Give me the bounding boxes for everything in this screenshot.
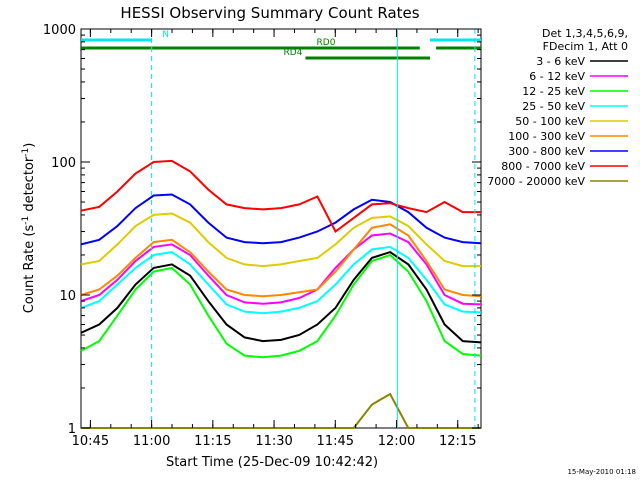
- x-tick-label-4: 11:30: [255, 434, 292, 449]
- x-axis-label: Start Time (25-Dec-09 10:42:42): [166, 455, 378, 470]
- legend-label-4: 25 - 50 keV: [522, 100, 585, 113]
- legend-label-3: 12 - 25 keV: [522, 85, 585, 98]
- y-tick-label-1: 1: [68, 422, 76, 437]
- series-layer: [80, 159, 482, 429]
- series-line-4: [80, 245, 482, 315]
- flag-label-n: N: [162, 30, 169, 40]
- legend-header-2: FDecim 1, Att 0: [543, 40, 628, 53]
- flags-layer: N RD0 RD4: [81, 29, 481, 428]
- y-axis-label: Count Rate (s-1 detector-1): [21, 143, 37, 314]
- legend-label-9: 7000 - 20000 keV: [487, 175, 585, 188]
- plot-border: [80, 28, 482, 429]
- flag-label-rd0: RD0: [317, 38, 336, 48]
- series-line-5: [80, 212, 481, 268]
- footer-timestamp: 15-May-2010 01:18: [567, 468, 636, 476]
- series-line-6: [80, 223, 482, 298]
- legend-label-6: 100 - 300 keV: [508, 130, 585, 143]
- y-tick-label-3: 100: [51, 156, 76, 171]
- series-line-9: [81, 392, 481, 429]
- legend-label-1: 3 - 6 keV: [536, 55, 585, 68]
- legend-header-1: Det 1,3,4,5,6,9,: [542, 27, 628, 40]
- legend-label-8: 800 - 7000 keV: [501, 160, 585, 173]
- x-tick-label-6: 12:00: [378, 434, 415, 449]
- series-line-2: [80, 232, 482, 306]
- plot-frame: [80, 28, 482, 429]
- y-tick-label-4: 1000: [43, 23, 76, 38]
- axes-layer: 1 10 100 1000 10:45 11:00 11:15 11:30 11:45 12:00…: [43, 23, 481, 449]
- x-tick-label-7: 12:15: [439, 434, 476, 449]
- x-tick-label-5: 11:45: [317, 434, 354, 449]
- x-tick-label-1: 10:45: [72, 434, 109, 449]
- chart-title: HESSI Observing Summary Count Rates: [120, 4, 419, 22]
- legend-label-2: 6 - 12 keV: [529, 70, 585, 83]
- series-line-3: [80, 253, 482, 359]
- series-line-8: [80, 159, 481, 234]
- legend-label-7: 300 - 800 keV: [508, 145, 585, 158]
- x-tick-label-2: 11:00: [133, 434, 170, 449]
- x-tick-label-3: 11:15: [194, 434, 231, 449]
- flag-label-rd4: RD4: [284, 48, 303, 58]
- y-tick-label-2: 10: [59, 289, 76, 304]
- series-line-1: [80, 251, 482, 344]
- legend: Det 1,3,4,5,6,9, FDecim 1, Att 0 3 - 6 k…: [487, 27, 628, 188]
- legend-label-5: 50 - 100 keV: [515, 115, 585, 128]
- series-line-7: [80, 193, 482, 246]
